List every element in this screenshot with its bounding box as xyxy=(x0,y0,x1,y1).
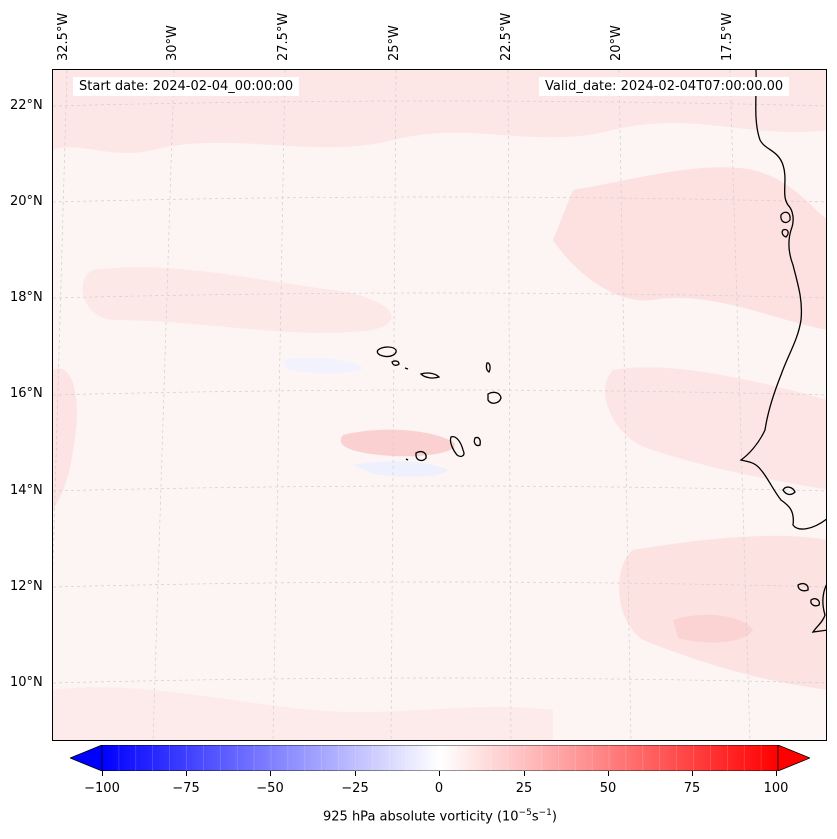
colorbar-label-exponent: −1 xyxy=(538,808,552,818)
colorbar-tick-label: −25 xyxy=(341,781,369,796)
meridian-27-5w xyxy=(272,70,286,740)
start-date-label: Start date: 2024-02-04_00:00:00 xyxy=(73,77,300,96)
colorbar-extend-max xyxy=(777,744,812,772)
vorticity-negative-region xyxy=(353,461,448,477)
colorbar-tick-label: 100 xyxy=(763,781,789,796)
lon-label-17-5w: 17.5°W xyxy=(720,12,735,61)
meridian-20w xyxy=(618,70,632,740)
coastline-bissagos-2 xyxy=(810,598,821,607)
colorbar-tick-label: −75 xyxy=(172,781,200,796)
island-santiago xyxy=(449,436,465,457)
coastline-bissagos-1 xyxy=(797,583,809,592)
vorticity-positive-region xyxy=(82,267,392,333)
colorbar-label-suffix: ) xyxy=(551,809,557,825)
parallel-18n xyxy=(53,292,826,299)
lon-label-20w: 20°W xyxy=(609,25,624,61)
coastline-mauritania-senegal xyxy=(739,70,826,530)
coastline-banc-arguin xyxy=(781,228,789,238)
lon-label-25w: 25°W xyxy=(387,25,402,61)
lon-label-32-5w: 32.5°W xyxy=(56,12,71,61)
coastline-guinea xyxy=(811,584,826,633)
colorbar-label-unit: s xyxy=(531,809,539,825)
vorticity-positive-region xyxy=(619,535,826,690)
island-sao-vicente xyxy=(391,360,400,366)
island-santa-luzia xyxy=(404,367,409,370)
lat-label-22n: 22°N xyxy=(10,98,43,113)
colorbar-tick xyxy=(102,771,103,776)
colorbar-tick xyxy=(524,771,525,776)
colorbar-tick-label: 50 xyxy=(599,781,617,796)
coastline-western-sahara-islands xyxy=(780,211,791,224)
lat-label-20n: 20°N xyxy=(10,194,43,209)
meridian-17-5w xyxy=(729,70,751,740)
island-sao-nicolau xyxy=(419,372,441,379)
vorticity-positive-region xyxy=(673,614,753,643)
parallel-14n xyxy=(53,485,826,492)
island-santo-antao xyxy=(376,346,397,358)
colorbar-tick xyxy=(186,771,187,776)
parallel-10n xyxy=(53,677,826,684)
parallel-20n xyxy=(53,196,826,203)
colorbar-tick-label: 25 xyxy=(515,781,533,796)
island-boa-vista xyxy=(487,391,502,404)
colorbar-tick xyxy=(608,771,609,776)
island-fogo xyxy=(415,451,427,462)
colorbar-tick-label: −100 xyxy=(84,781,120,796)
colorbar-steps xyxy=(118,745,762,771)
lon-label-30w: 30°W xyxy=(165,25,180,61)
vorticity-field xyxy=(53,70,826,740)
colorbar-tick xyxy=(270,771,271,776)
lat-label-16n: 16°N xyxy=(10,386,43,401)
vorticity-positive-region xyxy=(53,368,77,510)
coastline-gambia-guinea xyxy=(782,486,796,496)
map-canvas xyxy=(53,70,826,740)
island-sal xyxy=(485,362,491,373)
colorbar-tick-label: −50 xyxy=(256,781,284,796)
vorticity-negative-region xyxy=(283,357,363,374)
meridian-22-5w xyxy=(507,70,512,740)
vorticity-positive-region xyxy=(553,167,826,330)
colorbar-tick-label: 0 xyxy=(434,781,444,796)
colorbar-extend-min xyxy=(68,744,103,772)
island-brava xyxy=(405,458,409,461)
parallel-16n xyxy=(53,389,826,396)
island-maio xyxy=(473,436,481,447)
lat-label-12n: 12°N xyxy=(10,579,43,594)
map-area[interactable] xyxy=(52,69,827,741)
cape-verde-islands xyxy=(376,346,502,462)
colorbar-label-prefix: 925 hPa absolute vorticity (10 xyxy=(323,809,519,825)
meridian-32-5w xyxy=(53,70,68,578)
vorticity-positive-region xyxy=(605,367,826,490)
lon-label-22-5w: 22.5°W xyxy=(499,12,514,61)
lat-label-10n: 10°N xyxy=(10,675,43,690)
meridian-30w xyxy=(152,70,175,740)
meridian-25w xyxy=(390,70,397,740)
colorbar-label: 925 hPa absolute vorticity (10−5s−1) xyxy=(0,808,837,824)
graticule xyxy=(53,70,826,740)
colorbar-tick xyxy=(776,771,777,776)
colorbar-label-exponent: −5 xyxy=(518,808,532,818)
vorticity-positive-region xyxy=(53,687,553,740)
lon-label-27-5w: 27.5°W xyxy=(276,12,291,61)
colorbar-tick-label: 75 xyxy=(683,781,701,796)
vorticity-positive-region xyxy=(340,429,455,457)
colorbar xyxy=(68,744,812,772)
african-coastline xyxy=(739,70,826,633)
colorbar-tick xyxy=(692,771,693,776)
colorbar-tick xyxy=(439,771,440,776)
colorbar-gradient xyxy=(101,744,779,772)
colorbar-svg xyxy=(68,744,812,772)
lat-label-14n: 14°N xyxy=(10,483,43,498)
lat-label-18n: 18°N xyxy=(10,290,43,305)
parallel-12n xyxy=(53,581,826,588)
parallel-22n xyxy=(53,100,826,107)
valid-date-label: Valid_date: 2024-02-04T07:00:00.00 xyxy=(539,77,790,96)
colorbar-tick xyxy=(355,771,356,776)
